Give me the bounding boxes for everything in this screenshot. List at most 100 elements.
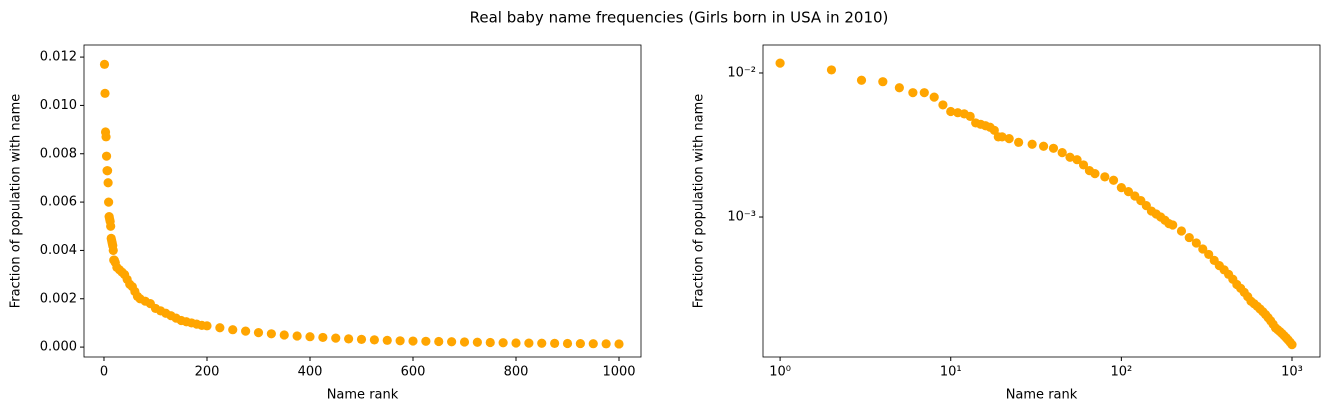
- point: [266, 329, 276, 339]
- point: [279, 330, 289, 340]
- point: [369, 335, 379, 345]
- point: [395, 336, 405, 346]
- point: [305, 332, 315, 342]
- axes-frame: [762, 44, 1321, 358]
- points: [99, 59, 624, 349]
- point: [856, 75, 867, 85]
- point: [524, 338, 534, 348]
- point: [919, 88, 929, 98]
- point: [215, 323, 225, 333]
- point: [498, 338, 508, 348]
- point: [1057, 148, 1067, 158]
- x-tick-label: 800: [504, 365, 529, 380]
- points: [775, 58, 1297, 350]
- point: [826, 65, 837, 75]
- point: [331, 333, 341, 343]
- point: [421, 336, 431, 346]
- point: [1038, 141, 1049, 151]
- point: [929, 92, 939, 102]
- y-tick-label: 0.012: [40, 50, 77, 65]
- x-axis-label: Name rank: [1006, 388, 1078, 403]
- point: [104, 197, 114, 207]
- point: [965, 111, 975, 121]
- point: [459, 337, 470, 347]
- point: [537, 338, 547, 348]
- point: [382, 335, 392, 345]
- point: [447, 337, 457, 347]
- y-tick-label: 10⁻²: [727, 65, 756, 80]
- x-axis-label: Name rank: [327, 388, 399, 403]
- point: [601, 339, 611, 349]
- point: [1108, 175, 1119, 185]
- point: [908, 88, 918, 98]
- point: [997, 132, 1007, 142]
- point: [1100, 172, 1110, 182]
- point: [878, 77, 888, 87]
- point: [253, 327, 264, 338]
- y-tick-label: 0.002: [40, 291, 77, 306]
- axes-frame: [83, 44, 642, 358]
- point: [472, 337, 482, 347]
- x-tick-label: 10²: [1110, 365, 1132, 380]
- point: [1014, 137, 1024, 147]
- point: [550, 338, 560, 348]
- point: [1204, 249, 1214, 260]
- point: [101, 132, 111, 142]
- point: [511, 338, 521, 348]
- x-tick-label: 10¹: [940, 365, 962, 380]
- point: [1027, 139, 1037, 149]
- point: [434, 336, 444, 347]
- y-tick-label: 0.010: [40, 98, 77, 113]
- point: [614, 339, 624, 349]
- point: [1116, 183, 1126, 193]
- x-tick-label: 600: [401, 365, 426, 380]
- point: [106, 221, 116, 231]
- point: [228, 325, 238, 335]
- point: [318, 332, 328, 343]
- point: [108, 245, 118, 256]
- point: [202, 321, 212, 331]
- point: [1176, 226, 1187, 236]
- point: [588, 339, 598, 349]
- point: [1184, 232, 1194, 243]
- point: [102, 166, 113, 176]
- point: [1004, 134, 1014, 144]
- point: [344, 334, 354, 344]
- point: [1198, 244, 1208, 254]
- point: [1078, 160, 1089, 170]
- y-axis-label: Fraction of population with name: [692, 94, 707, 309]
- point: [241, 326, 251, 336]
- point: [1065, 152, 1075, 162]
- point: [1123, 187, 1134, 197]
- point: [1168, 220, 1178, 230]
- point: [292, 331, 302, 341]
- point: [408, 336, 418, 346]
- x-tick-label: 10³: [1281, 365, 1303, 380]
- y-axis-label: Fraction of population with name: [9, 94, 24, 309]
- point: [562, 338, 573, 349]
- point: [946, 106, 956, 117]
- point: [101, 151, 112, 161]
- point: [103, 178, 113, 188]
- point: [485, 337, 495, 348]
- x-tick-label: 400: [298, 365, 323, 380]
- point: [100, 88, 110, 98]
- y-tick-label: 0.000: [40, 340, 77, 355]
- y-tick-label: 0.008: [40, 146, 77, 161]
- point: [99, 59, 110, 69]
- point: [575, 338, 585, 349]
- y-tick-label: 0.004: [40, 243, 77, 258]
- point: [1048, 143, 1059, 153]
- point: [989, 125, 999, 135]
- point: [775, 58, 785, 68]
- y-tick-label: 0.006: [40, 195, 77, 210]
- point: [1072, 155, 1082, 165]
- x-tick-label: 1000: [602, 365, 635, 380]
- figure-title: Real baby name frequencies (Girls born i…: [470, 9, 889, 27]
- y-tick-label: 10⁻³: [727, 210, 756, 225]
- point: [356, 334, 367, 344]
- x-tick-label: 0: [100, 365, 108, 380]
- x-tick-label: 10⁰: [769, 365, 791, 380]
